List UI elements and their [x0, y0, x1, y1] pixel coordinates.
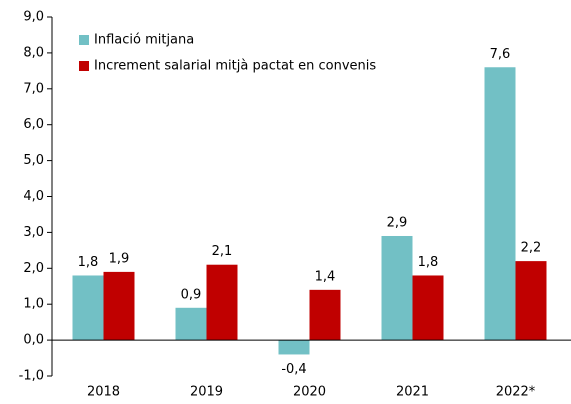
- value-label: 2,9: [387, 215, 408, 230]
- value-label: 2,2: [521, 241, 542, 256]
- bar: [103, 271, 135, 341]
- y-tick-label: 0,0: [23, 333, 44, 348]
- y-tick-label: 4,0: [23, 189, 44, 204]
- value-label: 1,4: [315, 269, 336, 284]
- y-tick-label: 3,0: [23, 225, 44, 240]
- bar: [175, 307, 207, 341]
- y-tick-label: 9,0: [23, 10, 44, 25]
- legend-swatch: [79, 35, 89, 45]
- x-tick-label: 2022*: [496, 385, 536, 400]
- y-tick-label: 8,0: [23, 45, 44, 60]
- y-tick-label: -1,0: [19, 369, 44, 384]
- bar: [381, 235, 413, 341]
- y-tick-label: 7,0: [23, 81, 44, 96]
- bar: [484, 67, 516, 341]
- bar: [309, 289, 341, 341]
- legend-label: Inflació mitjana: [94, 33, 194, 48]
- y-tick-label: 1,0: [23, 297, 44, 312]
- value-label: 2,1: [212, 244, 233, 259]
- value-label: 1,8: [78, 255, 99, 270]
- value-label: 1,9: [109, 251, 130, 266]
- y-tick-label: 2,0: [23, 261, 44, 276]
- bar: [278, 340, 310, 355]
- bar: [72, 275, 104, 341]
- x-tick-label: 2020: [293, 385, 326, 400]
- value-label: 1,8: [418, 255, 439, 270]
- bar: [515, 261, 547, 341]
- value-label: 0,9: [181, 287, 202, 302]
- legend-swatch: [79, 61, 89, 71]
- value-label: 7,6: [490, 47, 511, 62]
- legend-label: Increment salarial mitjà pactat en conve…: [94, 59, 376, 74]
- x-tick-label: 2019: [190, 385, 223, 400]
- y-tick-label: 5,0: [23, 153, 44, 168]
- x-tick-label: 2018: [87, 385, 120, 400]
- x-tick-label: 2021: [396, 385, 429, 400]
- bar: [206, 264, 238, 341]
- y-tick-label: 6,0: [23, 117, 44, 132]
- bar: [412, 275, 444, 341]
- value-label: -0,4: [281, 362, 306, 377]
